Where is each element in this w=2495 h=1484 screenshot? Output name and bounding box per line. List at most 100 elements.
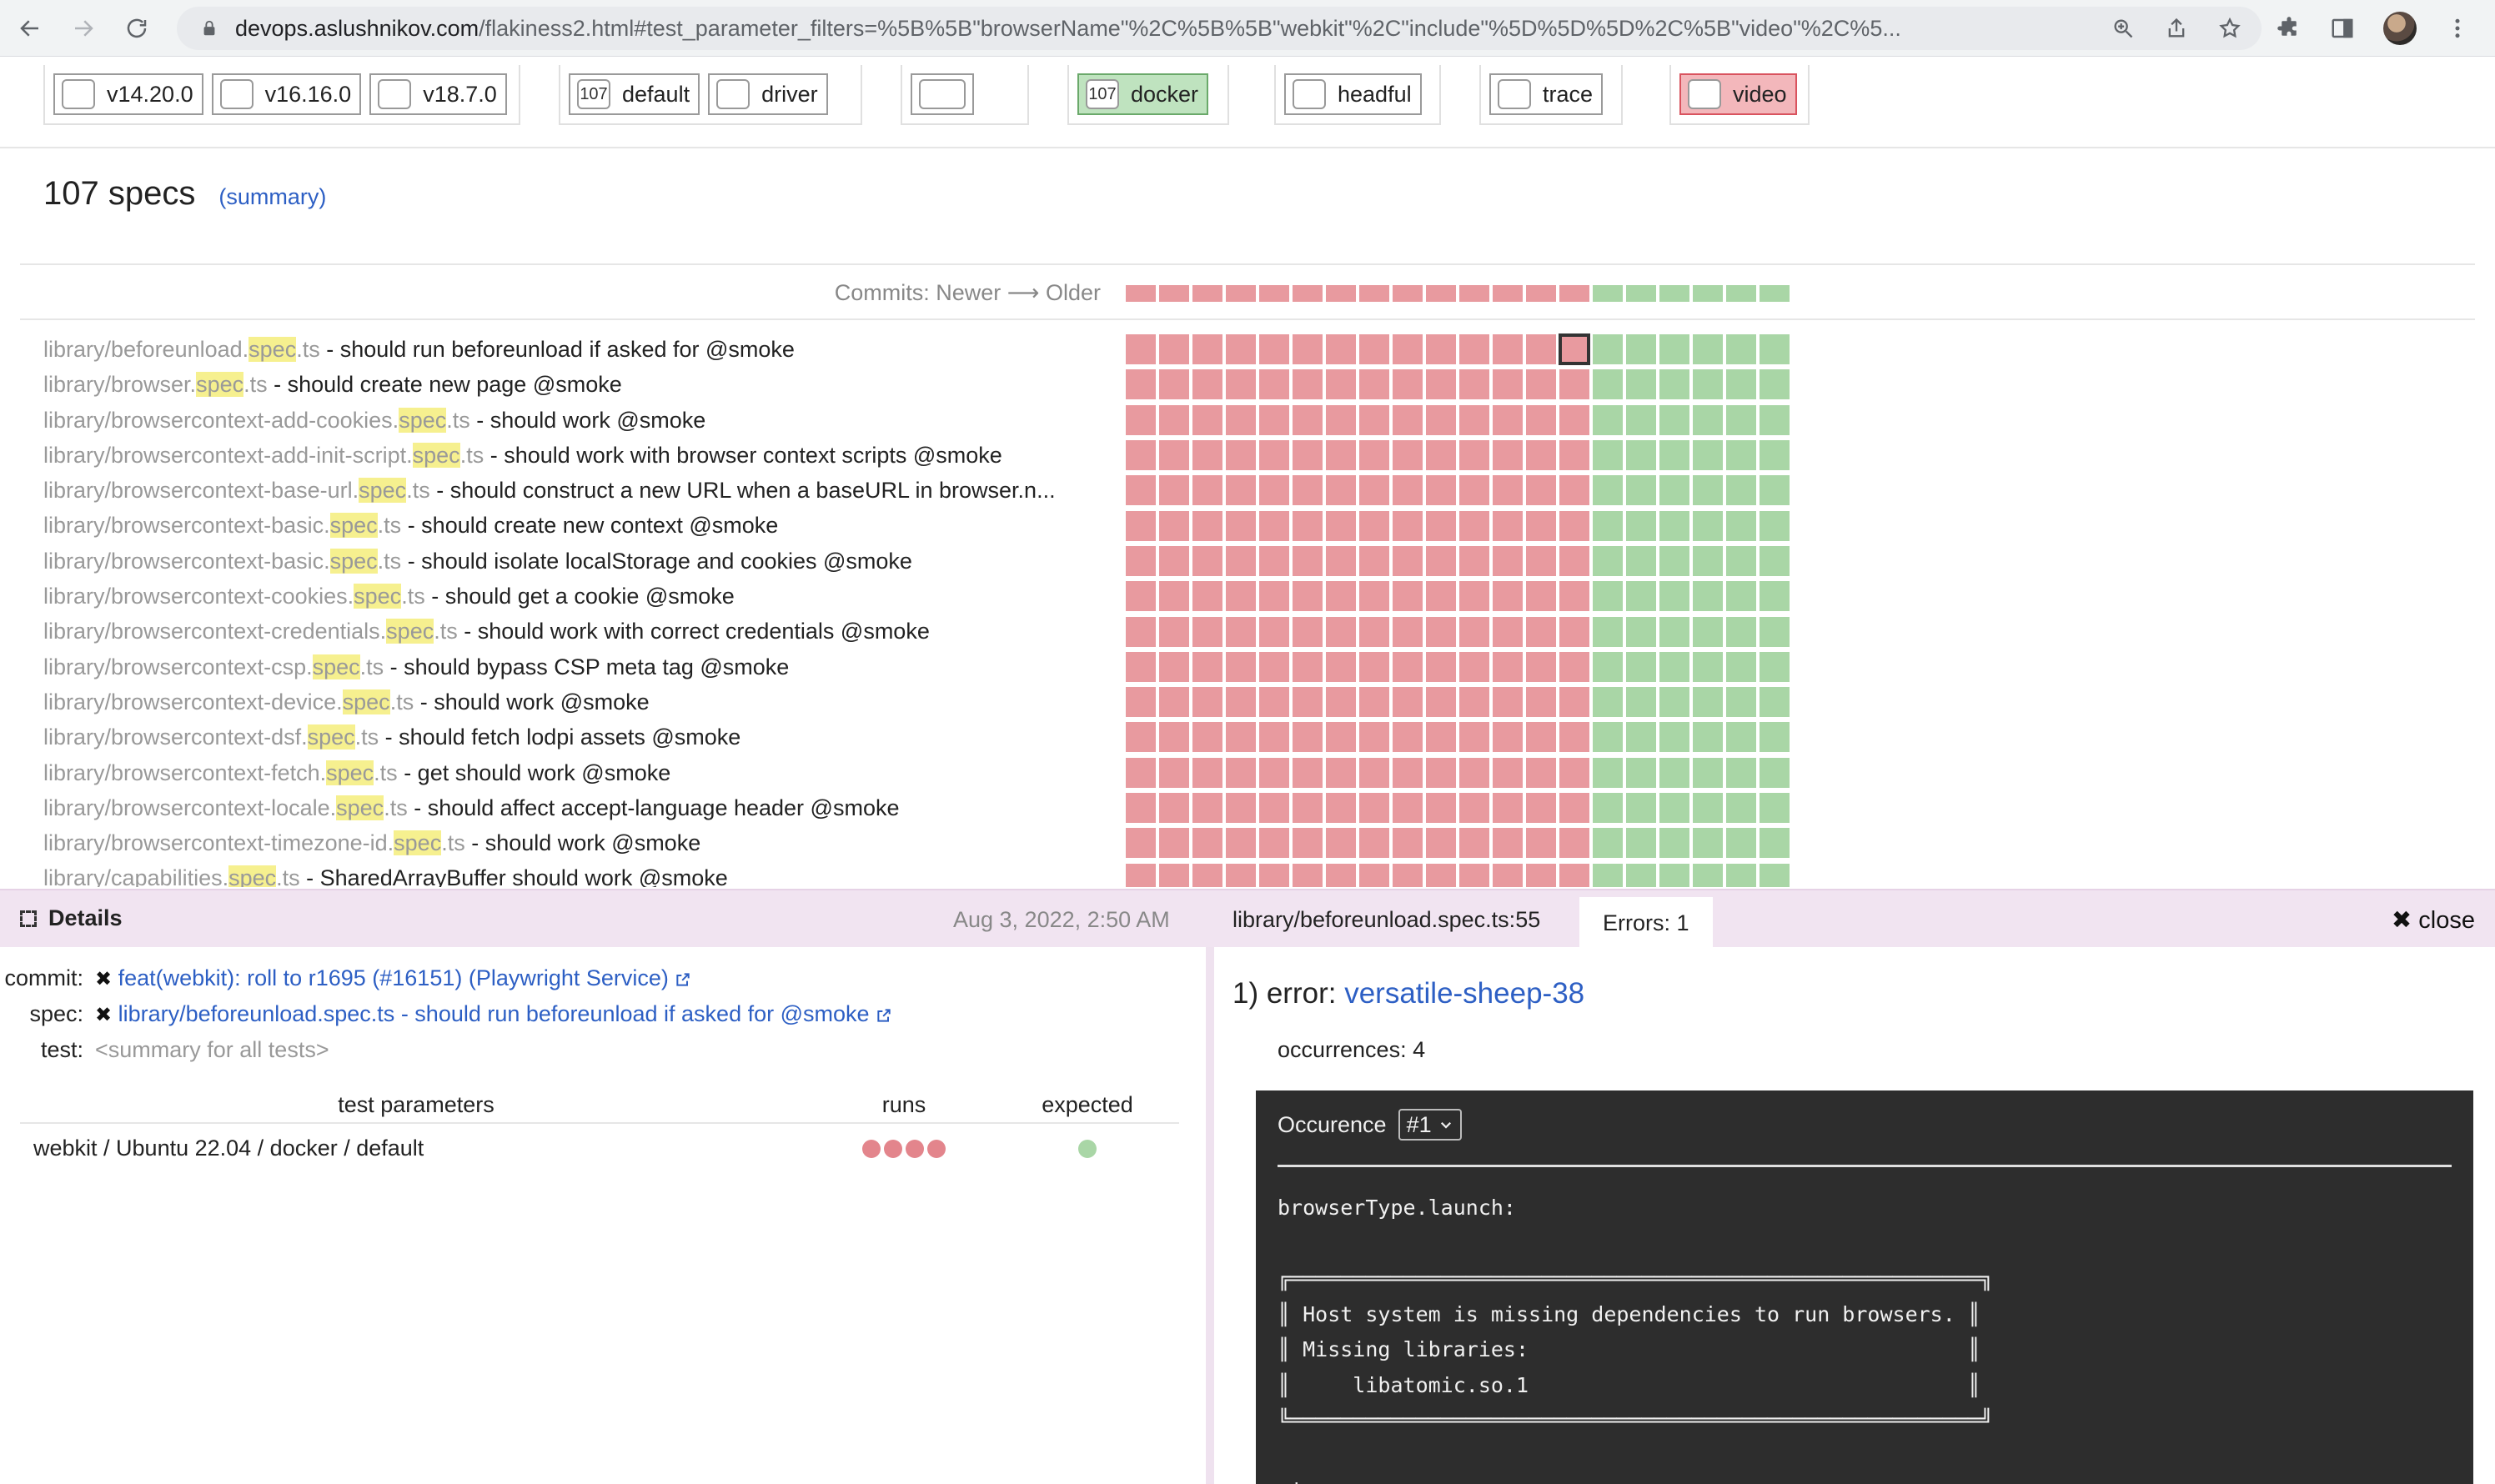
result-cell[interactable] [1493, 581, 1523, 612]
result-cell[interactable] [1459, 404, 1489, 435]
result-cell[interactable] [1559, 863, 1589, 887]
result-cell[interactable] [1626, 440, 1656, 471]
result-cell[interactable] [1626, 510, 1656, 541]
result-cell[interactable] [1159, 334, 1189, 365]
result-cell[interactable] [1393, 793, 1423, 823]
result-cell[interactable] [1359, 440, 1389, 471]
result-cell[interactable] [1760, 440, 1790, 471]
result-cell[interactable] [1659, 404, 1689, 435]
result-cell[interactable] [1126, 334, 1156, 365]
result-cell[interactable] [1293, 757, 1323, 788]
result-cell[interactable] [1459, 687, 1489, 718]
run-dot[interactable] [927, 1140, 946, 1159]
result-cell[interactable] [1226, 757, 1256, 788]
commit-cell[interactable] [1559, 285, 1589, 302]
result-cell[interactable] [1259, 793, 1289, 823]
result-cell[interactable] [1259, 687, 1289, 718]
occurrence-select[interactable]: #1 [1398, 1109, 1462, 1141]
result-cell[interactable] [1559, 581, 1589, 612]
commit-cell[interactable] [1159, 285, 1189, 302]
result-cell[interactable] [1426, 581, 1456, 612]
result-cell[interactable] [1426, 440, 1456, 471]
result-cell[interactable] [1559, 687, 1589, 718]
commit-cell[interactable] [1760, 285, 1790, 302]
filter-chip-trace[interactable]: trace [1489, 73, 1604, 115]
result-cell[interactable] [1726, 828, 1756, 859]
result-cell[interactable] [1326, 545, 1356, 576]
result-cell[interactable] [1326, 651, 1356, 682]
result-cell[interactable] [1259, 828, 1289, 859]
result-cell[interactable] [1359, 581, 1389, 612]
result-cell[interactable] [1226, 369, 1256, 400]
result-cell[interactable] [1359, 651, 1389, 682]
commit-cell[interactable] [1226, 285, 1256, 302]
result-cell[interactable] [1192, 475, 1222, 506]
spec-row[interactable]: library/beforeunload.spec.ts - should ru… [43, 332, 1102, 367]
result-cell[interactable] [1559, 722, 1589, 753]
result-cell[interactable] [1226, 545, 1256, 576]
result-cell[interactable] [1293, 440, 1323, 471]
commit-cell[interactable] [1659, 285, 1689, 302]
result-cell[interactable] [1626, 545, 1656, 576]
result-cell[interactable] [1393, 863, 1423, 887]
bookmark-star-icon[interactable] [2218, 17, 2241, 40]
result-cell[interactable] [1426, 757, 1456, 788]
filter-checkbox[interactable] [1688, 79, 1721, 109]
result-cell[interactable] [1359, 510, 1389, 541]
spec-row[interactable]: library/browsercontext-device.spec.ts - … [43, 684, 1102, 719]
result-cell[interactable] [1693, 510, 1723, 541]
result-cell[interactable] [1559, 793, 1589, 823]
result-cell[interactable] [1259, 440, 1289, 471]
result-cell[interactable] [1693, 793, 1723, 823]
result-cell[interactable] [1226, 475, 1256, 506]
result-cell[interactable] [1693, 404, 1723, 435]
filter-chip-docker[interactable]: 107 docker [1077, 73, 1209, 115]
result-cell[interactable] [1359, 475, 1389, 506]
commit-cell[interactable] [1393, 285, 1423, 302]
filter-checkbox[interactable] [1293, 79, 1326, 109]
result-cell[interactable] [1359, 863, 1389, 887]
result-cell[interactable] [1760, 757, 1790, 788]
result-cell[interactable] [1226, 828, 1256, 859]
commit-link[interactable]: feat(webkit): roll to r1695 (#16151) (Pl… [118, 965, 669, 990]
result-cell[interactable] [1359, 793, 1389, 823]
result-cell[interactable] [1493, 793, 1523, 823]
result-cell[interactable] [1159, 757, 1189, 788]
result-cell[interactable] [1326, 828, 1356, 859]
result-cell[interactable] [1459, 793, 1489, 823]
result-cell[interactable] [1760, 863, 1790, 887]
side-panel-icon[interactable] [2330, 16, 2355, 41]
details-toggle[interactable]: Details [20, 905, 123, 931]
spec-row[interactable]: library/browsercontext-dsf.spec.ts - sho… [43, 719, 1102, 755]
result-cell[interactable] [1126, 722, 1156, 753]
filter-chip-empty[interactable] [911, 73, 974, 115]
commit-cell[interactable] [1459, 285, 1489, 302]
result-cell[interactable] [1393, 828, 1423, 859]
result-cell[interactable] [1326, 863, 1356, 887]
result-cell[interactable] [1726, 687, 1756, 718]
spec-link[interactable]: library/beforeunload.spec.ts - should ru… [118, 1001, 870, 1026]
result-cell[interactable] [1126, 369, 1156, 400]
filter-chip-driver[interactable]: driver [708, 73, 828, 115]
result-cell[interactable] [1760, 545, 1790, 576]
filter-chip-video[interactable]: video [1679, 73, 1797, 115]
result-cell[interactable] [1293, 510, 1323, 541]
result-cell[interactable] [1626, 687, 1656, 718]
result-cell[interactable] [1726, 722, 1756, 753]
result-cell[interactable] [1126, 757, 1156, 788]
result-cell[interactable] [1693, 475, 1723, 506]
result-cell[interactable] [1726, 369, 1756, 400]
result-cell[interactable] [1526, 545, 1556, 576]
result-cell[interactable] [1693, 616, 1723, 647]
result-cell[interactable] [1426, 651, 1456, 682]
result-cell[interactable] [1159, 722, 1189, 753]
commit-cell[interactable] [1259, 285, 1289, 302]
result-cell[interactable] [1426, 404, 1456, 435]
result-cell[interactable] [1760, 334, 1790, 365]
result-cell[interactable] [1459, 545, 1489, 576]
result-cell[interactable] [1192, 581, 1222, 612]
result-cell[interactable] [1192, 687, 1222, 718]
result-cell[interactable] [1726, 510, 1756, 541]
result-cell[interactable] [1693, 722, 1723, 753]
result-cell[interactable] [1159, 616, 1189, 647]
